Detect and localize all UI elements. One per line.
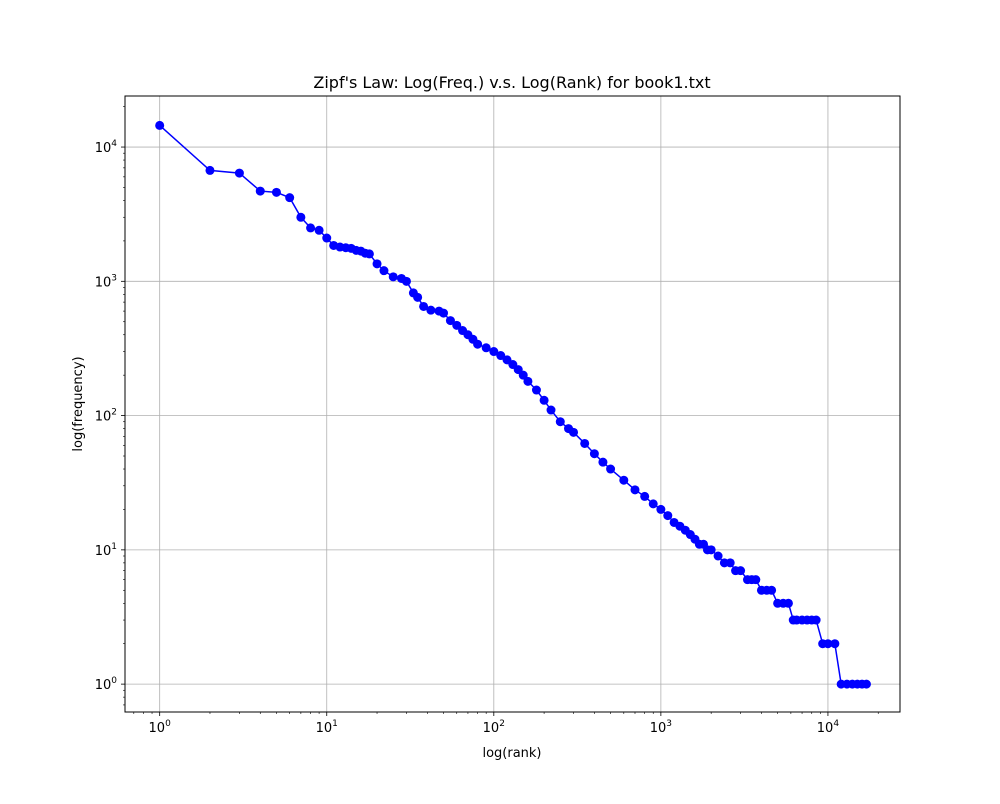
data-point [569, 427, 579, 437]
grid [125, 96, 900, 712]
x-tick-label: 102 [483, 719, 505, 736]
data-point [555, 417, 565, 427]
data-point [452, 320, 462, 330]
x-axis: 100 101 102 103 104 [133, 712, 879, 736]
x-tick-label: 103 [650, 719, 672, 736]
data-point [372, 259, 382, 269]
data-point [783, 598, 793, 608]
data-point [306, 223, 316, 233]
data-point [285, 193, 295, 203]
y-axis-label: log(frequency) [71, 356, 86, 451]
data-point [751, 575, 761, 585]
data-point [445, 316, 455, 326]
data-point [426, 305, 436, 315]
data-point [496, 351, 506, 361]
data-point [598, 457, 608, 467]
data-point [546, 405, 556, 415]
data-point [663, 511, 673, 521]
y-tick-label: 104 [95, 139, 118, 156]
x-tick-label: 100 [149, 719, 172, 736]
data-point [388, 272, 398, 282]
data-point [725, 558, 735, 568]
data-point [473, 339, 483, 349]
data-point [648, 499, 658, 509]
data-point [767, 585, 777, 595]
data-point [531, 385, 541, 395]
data-point [823, 639, 833, 649]
y-tick-label: 101 [95, 542, 117, 559]
y-tick-label: 102 [95, 408, 117, 425]
data-point [401, 276, 411, 286]
y-tick-label: 103 [95, 273, 117, 290]
data-point [706, 545, 716, 555]
y-tick-label: 100 [95, 676, 118, 693]
data-point [736, 566, 746, 576]
x-tick-label: 104 [817, 719, 840, 736]
data-point [606, 464, 616, 474]
data-point [656, 504, 666, 514]
data-point [830, 639, 840, 649]
data-point [630, 485, 640, 495]
data-point [255, 186, 265, 196]
data-point [419, 301, 429, 311]
data-point [861, 679, 871, 689]
x-tick-label: 101 [316, 719, 338, 736]
data-point [364, 249, 374, 259]
data-point [155, 120, 165, 130]
data-point [640, 491, 650, 501]
data-point [314, 225, 324, 235]
data-point [580, 438, 590, 448]
data-point [619, 475, 629, 485]
data-point [271, 187, 281, 197]
data-point [296, 212, 306, 222]
data-point [379, 266, 389, 276]
data-point [518, 370, 528, 380]
x-axis-label: log(rank) [482, 746, 541, 761]
data-point [539, 395, 549, 405]
data-point [589, 449, 599, 459]
axes-frame [124, 95, 901, 713]
data-point [234, 168, 244, 178]
plot-area [155, 120, 871, 689]
data-point [481, 343, 491, 353]
data-point [523, 376, 533, 386]
data-point [205, 165, 215, 175]
data-point [413, 292, 423, 302]
data-point [322, 233, 332, 243]
data-point [713, 551, 723, 561]
data-point [811, 615, 821, 625]
data-point [439, 308, 449, 318]
data-point [489, 347, 499, 357]
y-axis: 100 101 102 103 104 [95, 106, 125, 706]
chart-title: Zipf's Law: Log(Freq.) v.s. Log(Rank) fo… [313, 73, 710, 92]
